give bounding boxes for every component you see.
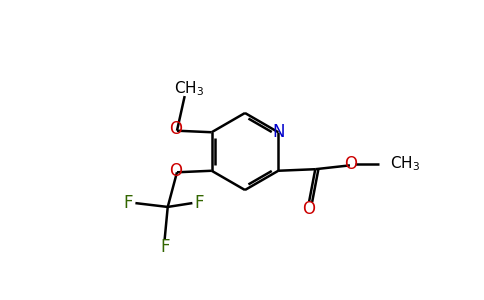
Text: CH$_3$: CH$_3$ xyxy=(390,154,420,173)
Text: CH$_3$: CH$_3$ xyxy=(174,79,204,98)
Text: N: N xyxy=(273,123,286,141)
Text: O: O xyxy=(302,200,316,218)
Text: O: O xyxy=(169,120,182,138)
Text: O: O xyxy=(344,155,357,173)
Text: F: F xyxy=(160,238,169,256)
Text: O: O xyxy=(169,162,182,180)
Text: F: F xyxy=(195,194,204,212)
Text: F: F xyxy=(124,194,133,212)
